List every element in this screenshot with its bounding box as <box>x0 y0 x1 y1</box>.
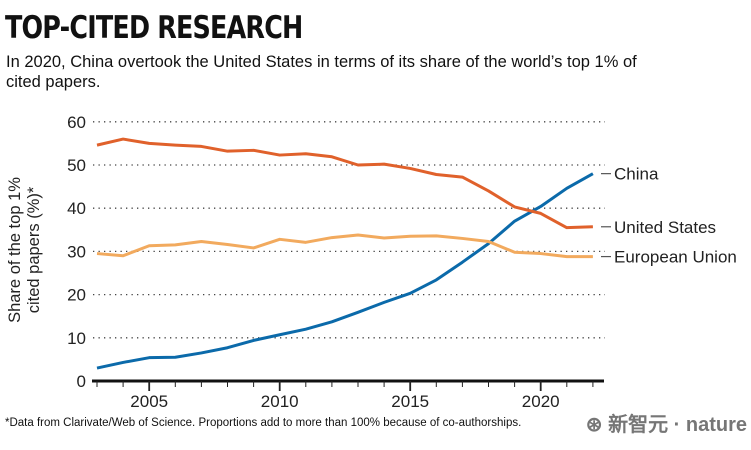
y-tick-label: 30 <box>67 242 86 261</box>
series-line-european-union <box>96 233 593 259</box>
x-tick-label: 2015 <box>391 392 429 411</box>
series-line-united-states <box>96 137 593 230</box>
x-tick-label: 2020 <box>522 392 560 411</box>
footnote: *Data from Clarivate/Web of Science. Pro… <box>5 417 522 429</box>
x-tick-label: 2010 <box>261 392 299 411</box>
chart-subtitle: In 2020, China overtook the United State… <box>6 53 637 91</box>
x-tick-label: 2005 <box>130 392 168 411</box>
y-axis-label: Share of the top 1%cited papers (%)* <box>6 177 43 323</box>
watermark-logo: ⊛ 新智元 · nature <box>585 414 747 436</box>
y-tick-label: 60 <box>67 113 86 132</box>
series-label: China <box>614 165 659 184</box>
series-line-china <box>96 172 594 370</box>
y-tick-label: 40 <box>67 199 86 218</box>
y-tick-label: 20 <box>67 286 86 305</box>
y-tick-label: 0 <box>77 372 86 391</box>
y-tick-label: 50 <box>67 156 86 175</box>
chart-title: TOP-CITED RESEARCH <box>5 10 303 46</box>
series-label: European Union <box>614 248 737 267</box>
y-tick-label: 10 <box>67 329 86 348</box>
series-label: United States <box>614 218 716 237</box>
